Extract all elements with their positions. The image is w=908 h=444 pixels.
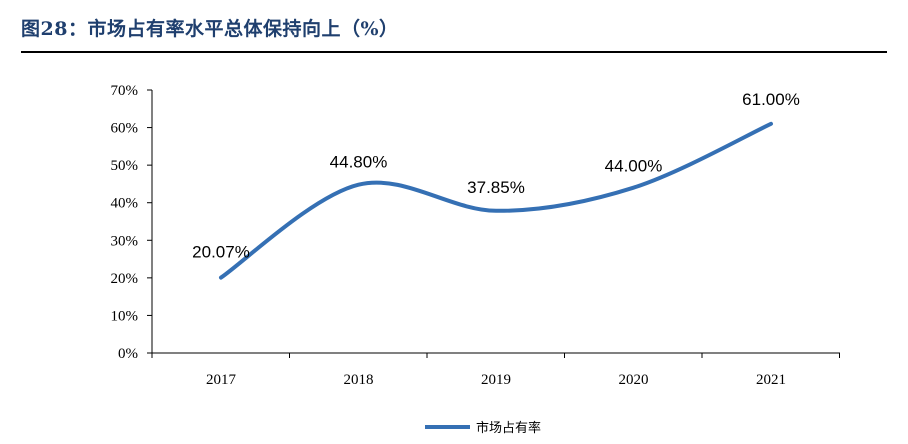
series-line-market-share: [219, 121, 773, 280]
data-labels: 20.07% 44.80% 37.85% 44.00% 61.00%: [192, 90, 800, 262]
legend: 市场占有率: [425, 420, 541, 436]
chart-title: 图28：市场占有率水平总体保持向上（%）: [21, 18, 399, 40]
legend-label: 市场占有率: [476, 420, 541, 436]
x-tick-label: 2018: [344, 372, 374, 388]
y-tick-label: 50%: [111, 158, 139, 174]
y-tick-label: 20%: [111, 271, 139, 287]
series-group: [219, 121, 773, 280]
data-label: 44.00%: [605, 157, 663, 176]
chart-axes: [151, 90, 840, 354]
x-axis-ticks: 2017 2018 2019 2020 2021: [151, 353, 840, 388]
y-tick-label: 40%: [111, 196, 139, 212]
x-tick-label: 2019: [481, 372, 511, 388]
y-tick-label: 0%: [118, 346, 138, 362]
data-label: 20.07%: [192, 243, 250, 262]
data-label: 37.85%: [467, 178, 525, 197]
y-tick-label: 30%: [111, 233, 139, 249]
y-axis-ticks: 0% 10% 20% 30% 40% 50% 60% 70%: [111, 83, 152, 362]
x-tick-label: 2020: [619, 372, 649, 388]
x-tick-label: 2017: [206, 372, 237, 388]
data-label: 61.00%: [742, 90, 800, 109]
x-tick-label: 2021: [756, 372, 786, 388]
y-tick-label: 10%: [111, 308, 139, 324]
data-label: 44.80%: [330, 153, 388, 172]
title-divider: [21, 51, 887, 53]
y-tick-label: 70%: [111, 83, 139, 99]
y-tick-label: 60%: [111, 121, 139, 137]
